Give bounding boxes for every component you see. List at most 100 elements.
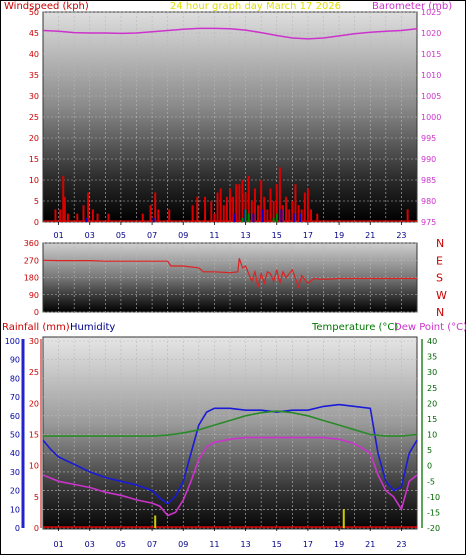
windspeed-bar — [59, 209, 62, 222]
temperature-tick-label: 10 — [427, 431, 437, 440]
windspeed-bar — [85, 217, 88, 222]
temperature-axis-title: Temperature (°C) — [311, 322, 398, 333]
temperature-line — [43, 410, 418, 437]
windspeed-bar — [278, 167, 281, 222]
windspeed-bar — [310, 209, 313, 222]
windspeed-bar — [275, 184, 278, 222]
barometer-axis-title: Barometer (mb) — [372, 1, 452, 12]
barometer-tick-label: 1010 — [421, 71, 441, 80]
windspeed-bar — [292, 213, 295, 222]
top-x-tick-label: 19 — [334, 231, 344, 240]
direction-tick-label: 180 — [24, 274, 39, 283]
temperature-tick-label: 5 — [427, 446, 432, 455]
windspeed-bar — [149, 205, 152, 222]
dewpoint-axis-title: Dew Point (°C) — [394, 322, 466, 333]
windspeed-bar — [229, 188, 231, 222]
temperature-tick-label: -15 — [427, 508, 440, 517]
windspeed-bar — [219, 188, 222, 222]
windspeed-bar — [54, 209, 57, 222]
windspeed-bar — [288, 209, 291, 222]
top-x-tick-label: 03 — [85, 231, 95, 240]
windspeed-bar — [238, 184, 241, 222]
windspeed-bar — [210, 201, 213, 222]
windspeed-bar — [66, 213, 69, 222]
windspeed-bar — [235, 184, 238, 222]
windspeed-bar — [204, 196, 207, 222]
windspeed-bar — [269, 188, 272, 222]
chart-title: 24 hour graph day March 17 2026 — [170, 1, 341, 12]
humidity-line — [42, 403, 418, 505]
barometer-tick-label: 985 — [421, 176, 436, 185]
bottom-x-tick-label: 13 — [240, 540, 250, 549]
bottom-x-tick-label: 05 — [116, 540, 126, 549]
bottom-x-tick-label: 17 — [303, 540, 313, 549]
windspeed-bar — [260, 180, 263, 222]
humidity-tick-label: 80 — [10, 374, 20, 383]
rainfall-bar — [342, 509, 345, 528]
top-x-tick-label: 17 — [303, 231, 313, 240]
windspeed-bar — [232, 196, 235, 222]
windspeed-bar — [285, 196, 288, 222]
windspeed-bar — [253, 188, 256, 222]
windspeed-bar — [280, 209, 283, 222]
windspeed-tick-label: 15 — [29, 155, 39, 164]
windspeed-bar — [244, 192, 247, 222]
windspeed-bar — [216, 192, 219, 222]
bottom-x-tick-label: 07 — [147, 540, 157, 549]
temperature-tick-label: -5 — [427, 477, 435, 486]
bottom-x-tick-label: 03 — [85, 540, 95, 549]
wind-direction-line — [42, 258, 417, 290]
windspeed-bar — [222, 205, 225, 222]
windspeed-bar — [241, 217, 244, 222]
rainfall-tick-label: 15 — [29, 431, 39, 440]
barometer-tick-label: 1000 — [421, 113, 441, 122]
dewpoint-line — [42, 436, 418, 517]
windspeed-bar — [191, 205, 194, 222]
windspeed-bar — [82, 205, 85, 222]
humidity-tick-label: 50 — [10, 431, 20, 440]
windspeed-tick-label: 0 — [34, 218, 39, 227]
windspeed-bar — [76, 213, 79, 222]
barometer-tick-label: 1015 — [421, 50, 441, 59]
windspeed-bar — [272, 201, 275, 222]
compass-label: E — [436, 254, 443, 267]
windspeed-tick-label: 10 — [29, 176, 39, 185]
top-x-tick-label: 11 — [209, 231, 219, 240]
windspeed-bar — [257, 205, 260, 222]
windspeed-bar — [272, 217, 275, 222]
windspeed-bar — [247, 175, 250, 222]
humidity-tick-label: 90 — [10, 356, 20, 365]
windspeed-bar — [300, 209, 303, 222]
windspeed-bar — [303, 192, 306, 222]
windspeed-bar — [261, 209, 264, 222]
windspeed-tick-label: 45 — [29, 29, 39, 38]
compass-label: N — [436, 237, 444, 250]
bottom-x-tick-label: 01 — [53, 540, 63, 549]
windspeed-bar — [213, 213, 216, 222]
temperature-tick-label: -10 — [427, 493, 440, 502]
barometer-tick-label: 1020 — [421, 29, 441, 38]
windspeed-bar — [63, 196, 66, 222]
temperature-tick-label: 40 — [427, 337, 437, 346]
windspeed-tick-label: 30 — [29, 92, 39, 101]
windspeed-bar — [252, 213, 255, 222]
temperature-tick-label: -20 — [427, 524, 440, 533]
humidity-tick-label: 40 — [10, 449, 20, 458]
windspeed-bar — [299, 213, 302, 222]
windspeed-bar — [154, 192, 157, 222]
compass-label: W — [436, 289, 447, 302]
humidity-tick-label: 20 — [10, 487, 20, 496]
compass-label: S — [436, 272, 443, 285]
windspeed-bar — [157, 209, 160, 222]
windspeed-bar — [306, 188, 309, 222]
top-x-tick-label: 21 — [365, 231, 375, 240]
direction-tick-label: 90 — [29, 291, 39, 300]
temperature-tick-label: 15 — [427, 415, 437, 424]
humidity-tick-label: 100 — [5, 337, 20, 346]
windspeed-bar — [91, 209, 94, 222]
windspeed-bar — [316, 213, 319, 222]
windspeed-bar — [281, 205, 284, 222]
direction-tick-label: 270 — [24, 256, 39, 265]
rainfall-tick-label: 10 — [29, 462, 39, 471]
